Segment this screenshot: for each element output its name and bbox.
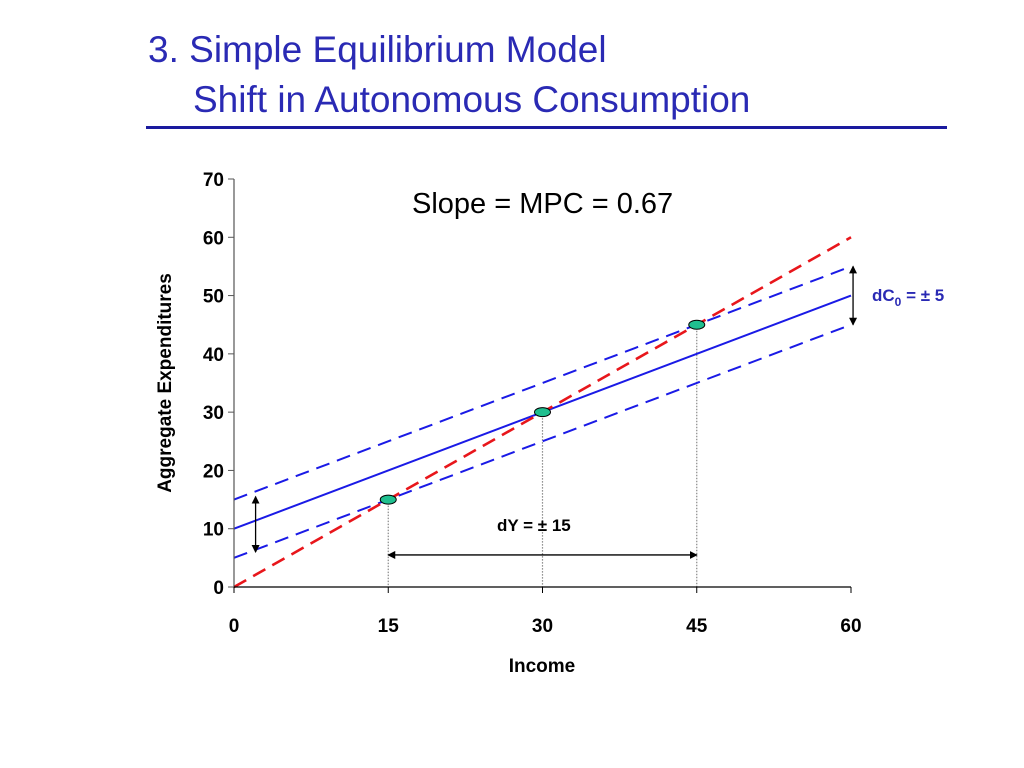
y-tick-label: 40 [203,345,224,366]
y-tick-label: 60 [203,228,224,249]
slide-title-line2: Shift in Autonomous Consumption [193,79,751,120]
y-tick-label: 0 [213,578,224,599]
x-tick-label: 45 [686,616,708,637]
x-tick-label: 0 [229,616,240,637]
y-tick-label: 50 [203,287,224,308]
y-tick-label: 70 [203,170,224,191]
x-tick-label: 60 [840,616,861,637]
y-tick-label: 20 [203,461,224,482]
y-axis-label: Aggregate Expenditures [155,273,176,493]
equilibrium-point [379,494,397,505]
equilibrium-point [688,319,706,330]
slide-title-line1: 3. Simple Equilibrium Model [148,29,607,70]
title-underline [146,126,947,129]
y-tick-label: 30 [203,403,224,424]
dc0-annotation: dC0 = ± 5 [872,286,944,309]
slope-annotation: Slope = MPC = 0.67 [412,188,673,220]
x-tick-label: 15 [378,616,400,637]
x-tick-label: 30 [532,616,553,637]
dy-annotation: dY = ± 15 [497,516,571,535]
y-tick-label: 10 [203,520,224,541]
equilibrium-point [534,407,551,418]
x-axis-label: Income [509,656,576,677]
